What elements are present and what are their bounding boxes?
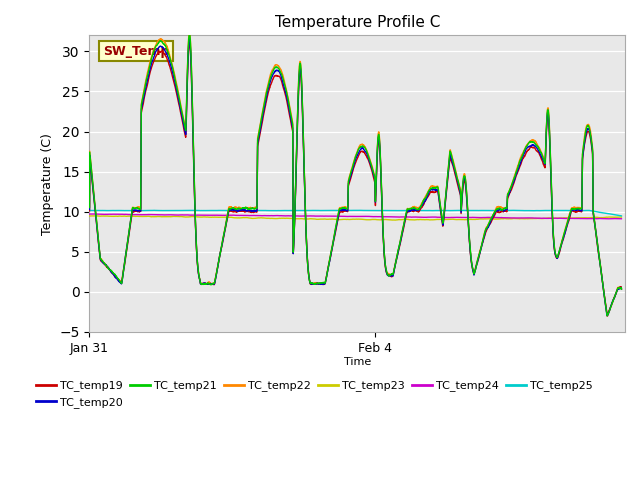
TC_temp20 xyxy=(604,313,611,319)
TC_temp20 xyxy=(618,286,625,292)
TC_temp23 xyxy=(86,213,93,219)
TC_temp21 xyxy=(432,185,440,191)
Line: TC_temp23: TC_temp23 xyxy=(90,216,621,220)
TC_temp23 xyxy=(92,213,99,219)
TC_temp25 xyxy=(432,208,440,214)
Line: TC_temp20: TC_temp20 xyxy=(90,39,621,316)
X-axis label: Time: Time xyxy=(344,358,371,367)
TC_temp20 xyxy=(404,208,412,214)
TC_temp22 xyxy=(182,117,190,123)
TC_temp23 xyxy=(618,214,625,220)
TC_temp23 xyxy=(432,216,440,222)
TC_temp24 xyxy=(289,213,297,219)
Line: TC_temp24: TC_temp24 xyxy=(90,214,621,219)
TC_temp21 xyxy=(186,31,193,36)
TC_temp19 xyxy=(404,209,412,215)
TC_temp23 xyxy=(391,217,399,223)
TC_temp19 xyxy=(182,126,190,132)
TC_temp22 xyxy=(604,313,611,319)
TC_temp22 xyxy=(523,142,531,148)
TC_temp20 xyxy=(432,187,440,192)
TC_temp25 xyxy=(356,207,364,213)
TC_temp24 xyxy=(432,214,440,220)
TC_temp20 xyxy=(182,123,190,129)
TC_temp24 xyxy=(404,214,412,220)
TC_temp20 xyxy=(289,152,297,157)
Title: Temperature Profile C: Temperature Profile C xyxy=(275,15,440,30)
TC_temp19 xyxy=(86,208,93,214)
TC_temp21 xyxy=(182,119,190,124)
TC_temp19 xyxy=(618,286,625,291)
TC_temp19 xyxy=(483,228,490,233)
TC_temp21 xyxy=(289,149,297,155)
TC_temp22 xyxy=(618,286,625,292)
TC_temp25 xyxy=(404,208,412,214)
TC_temp24 xyxy=(618,216,625,222)
Text: SW_Temp: SW_Temp xyxy=(103,45,169,58)
TC_temp25 xyxy=(289,208,296,214)
TC_temp20 xyxy=(523,145,531,151)
TC_temp23 xyxy=(483,216,490,222)
Line: TC_temp25: TC_temp25 xyxy=(90,210,621,216)
TC_temp22 xyxy=(404,206,412,212)
TC_temp25 xyxy=(86,208,93,214)
Legend: TC_temp19, TC_temp20, TC_temp21, TC_temp22, TC_temp23, TC_temp24, TC_temp25: TC_temp19, TC_temp20, TC_temp21, TC_temp… xyxy=(31,376,597,412)
Line: TC_temp22: TC_temp22 xyxy=(90,31,621,316)
TC_temp21 xyxy=(86,204,93,210)
TC_temp23 xyxy=(182,214,190,220)
TC_temp21 xyxy=(404,206,412,212)
TC_temp23 xyxy=(289,216,297,222)
TC_temp22 xyxy=(86,204,93,210)
TC_temp23 xyxy=(524,216,531,222)
TC_temp24 xyxy=(90,211,97,217)
TC_temp24 xyxy=(603,216,611,222)
Line: TC_temp21: TC_temp21 xyxy=(90,34,621,316)
TC_temp22 xyxy=(186,28,193,34)
Line: TC_temp19: TC_temp19 xyxy=(90,43,621,315)
TC_temp22 xyxy=(289,147,297,153)
TC_temp21 xyxy=(523,143,531,149)
TC_temp25 xyxy=(523,208,531,214)
TC_temp21 xyxy=(604,313,611,319)
TC_temp25 xyxy=(618,213,625,219)
TC_temp22 xyxy=(432,184,440,190)
TC_temp19 xyxy=(604,312,611,318)
TC_temp23 xyxy=(405,216,413,222)
TC_temp25 xyxy=(483,207,490,213)
TC_temp25 xyxy=(182,207,190,213)
TC_temp22 xyxy=(483,224,490,230)
TC_temp19 xyxy=(432,189,440,194)
TC_temp19 xyxy=(523,149,531,155)
TC_temp24 xyxy=(483,215,490,220)
TC_temp19 xyxy=(289,154,297,160)
TC_temp24 xyxy=(182,212,190,218)
TC_temp19 xyxy=(186,40,193,46)
Y-axis label: Temperature (C): Temperature (C) xyxy=(41,132,54,235)
TC_temp20 xyxy=(86,206,93,212)
TC_temp21 xyxy=(483,226,490,231)
TC_temp20 xyxy=(186,36,193,42)
TC_temp20 xyxy=(483,226,490,232)
TC_temp24 xyxy=(86,211,93,217)
TC_temp24 xyxy=(523,215,531,221)
TC_temp21 xyxy=(618,287,625,292)
